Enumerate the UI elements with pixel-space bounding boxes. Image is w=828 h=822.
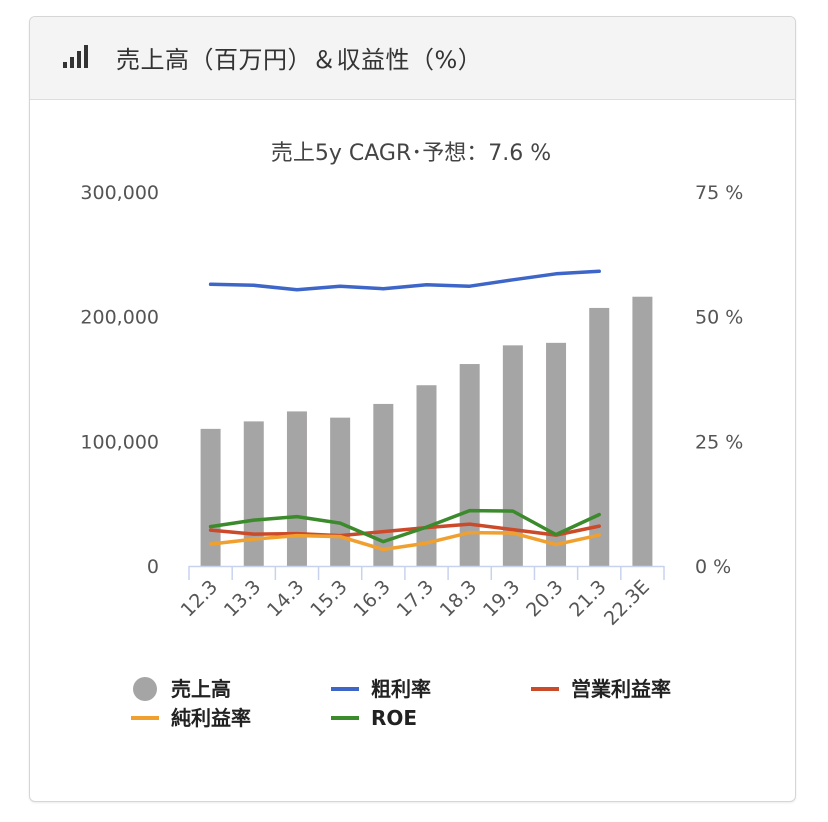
series-line — [208, 508, 601, 544]
x-tick-label: 19.3 — [479, 576, 524, 621]
bar — [632, 296, 653, 566]
x-tick-label: 15.3 — [306, 576, 351, 621]
legend-label: ROE — [371, 706, 417, 730]
x-tick-label: 18.3 — [436, 576, 481, 621]
bar — [416, 385, 437, 566]
bar — [459, 364, 480, 566]
x-tick-label: 22.3E — [600, 576, 654, 630]
x-tick-label: 16.3 — [349, 576, 394, 621]
bar — [330, 417, 351, 566]
bar — [546, 342, 567, 566]
legend-label: 売上高 — [171, 677, 231, 701]
bar — [243, 421, 264, 566]
y-left-tick-label: 300,000 — [80, 182, 159, 204]
y-right-tick-label: 50 % — [695, 307, 743, 329]
chart-card: 売上高（百万円）＆収益性（%） — [29, 16, 796, 802]
x-tick-label: 13.3 — [220, 576, 265, 621]
x-tick-label: 14.3 — [263, 576, 308, 621]
y-right-tick-label: 0 % — [695, 556, 731, 578]
bar — [589, 307, 610, 566]
legend-label: 営業利益率 — [571, 677, 671, 701]
x-tick-label: 12.3 — [177, 576, 222, 621]
chart-title: 売上5y CAGR･予想：7.6 % — [271, 141, 551, 166]
series-line — [208, 269, 601, 292]
y-right-tick-label: 75 % — [695, 182, 743, 204]
card-title: 売上高（百万円）＆収益性（%） — [116, 46, 483, 74]
series-line — [208, 522, 601, 538]
y-left-tick-label: 200,000 — [80, 307, 159, 329]
y-left-tick-label: 0 — [147, 556, 159, 578]
signal-bars-icon — [63, 45, 88, 68]
legend-label: 粗利率 — [371, 677, 431, 701]
card-header: 売上高（百万円）＆収益性（%） — [30, 17, 795, 100]
bar — [286, 411, 307, 566]
bar — [373, 403, 394, 566]
x-tick-label: 20.3 — [522, 576, 567, 621]
y-left-tick-label: 100,000 — [80, 431, 159, 453]
legend-label: 純利益率 — [171, 706, 251, 730]
series-line — [208, 530, 601, 552]
x-tick-label: 17.3 — [393, 576, 438, 621]
legend-marker — [133, 677, 157, 701]
y-right-tick-label: 25 % — [695, 431, 743, 453]
